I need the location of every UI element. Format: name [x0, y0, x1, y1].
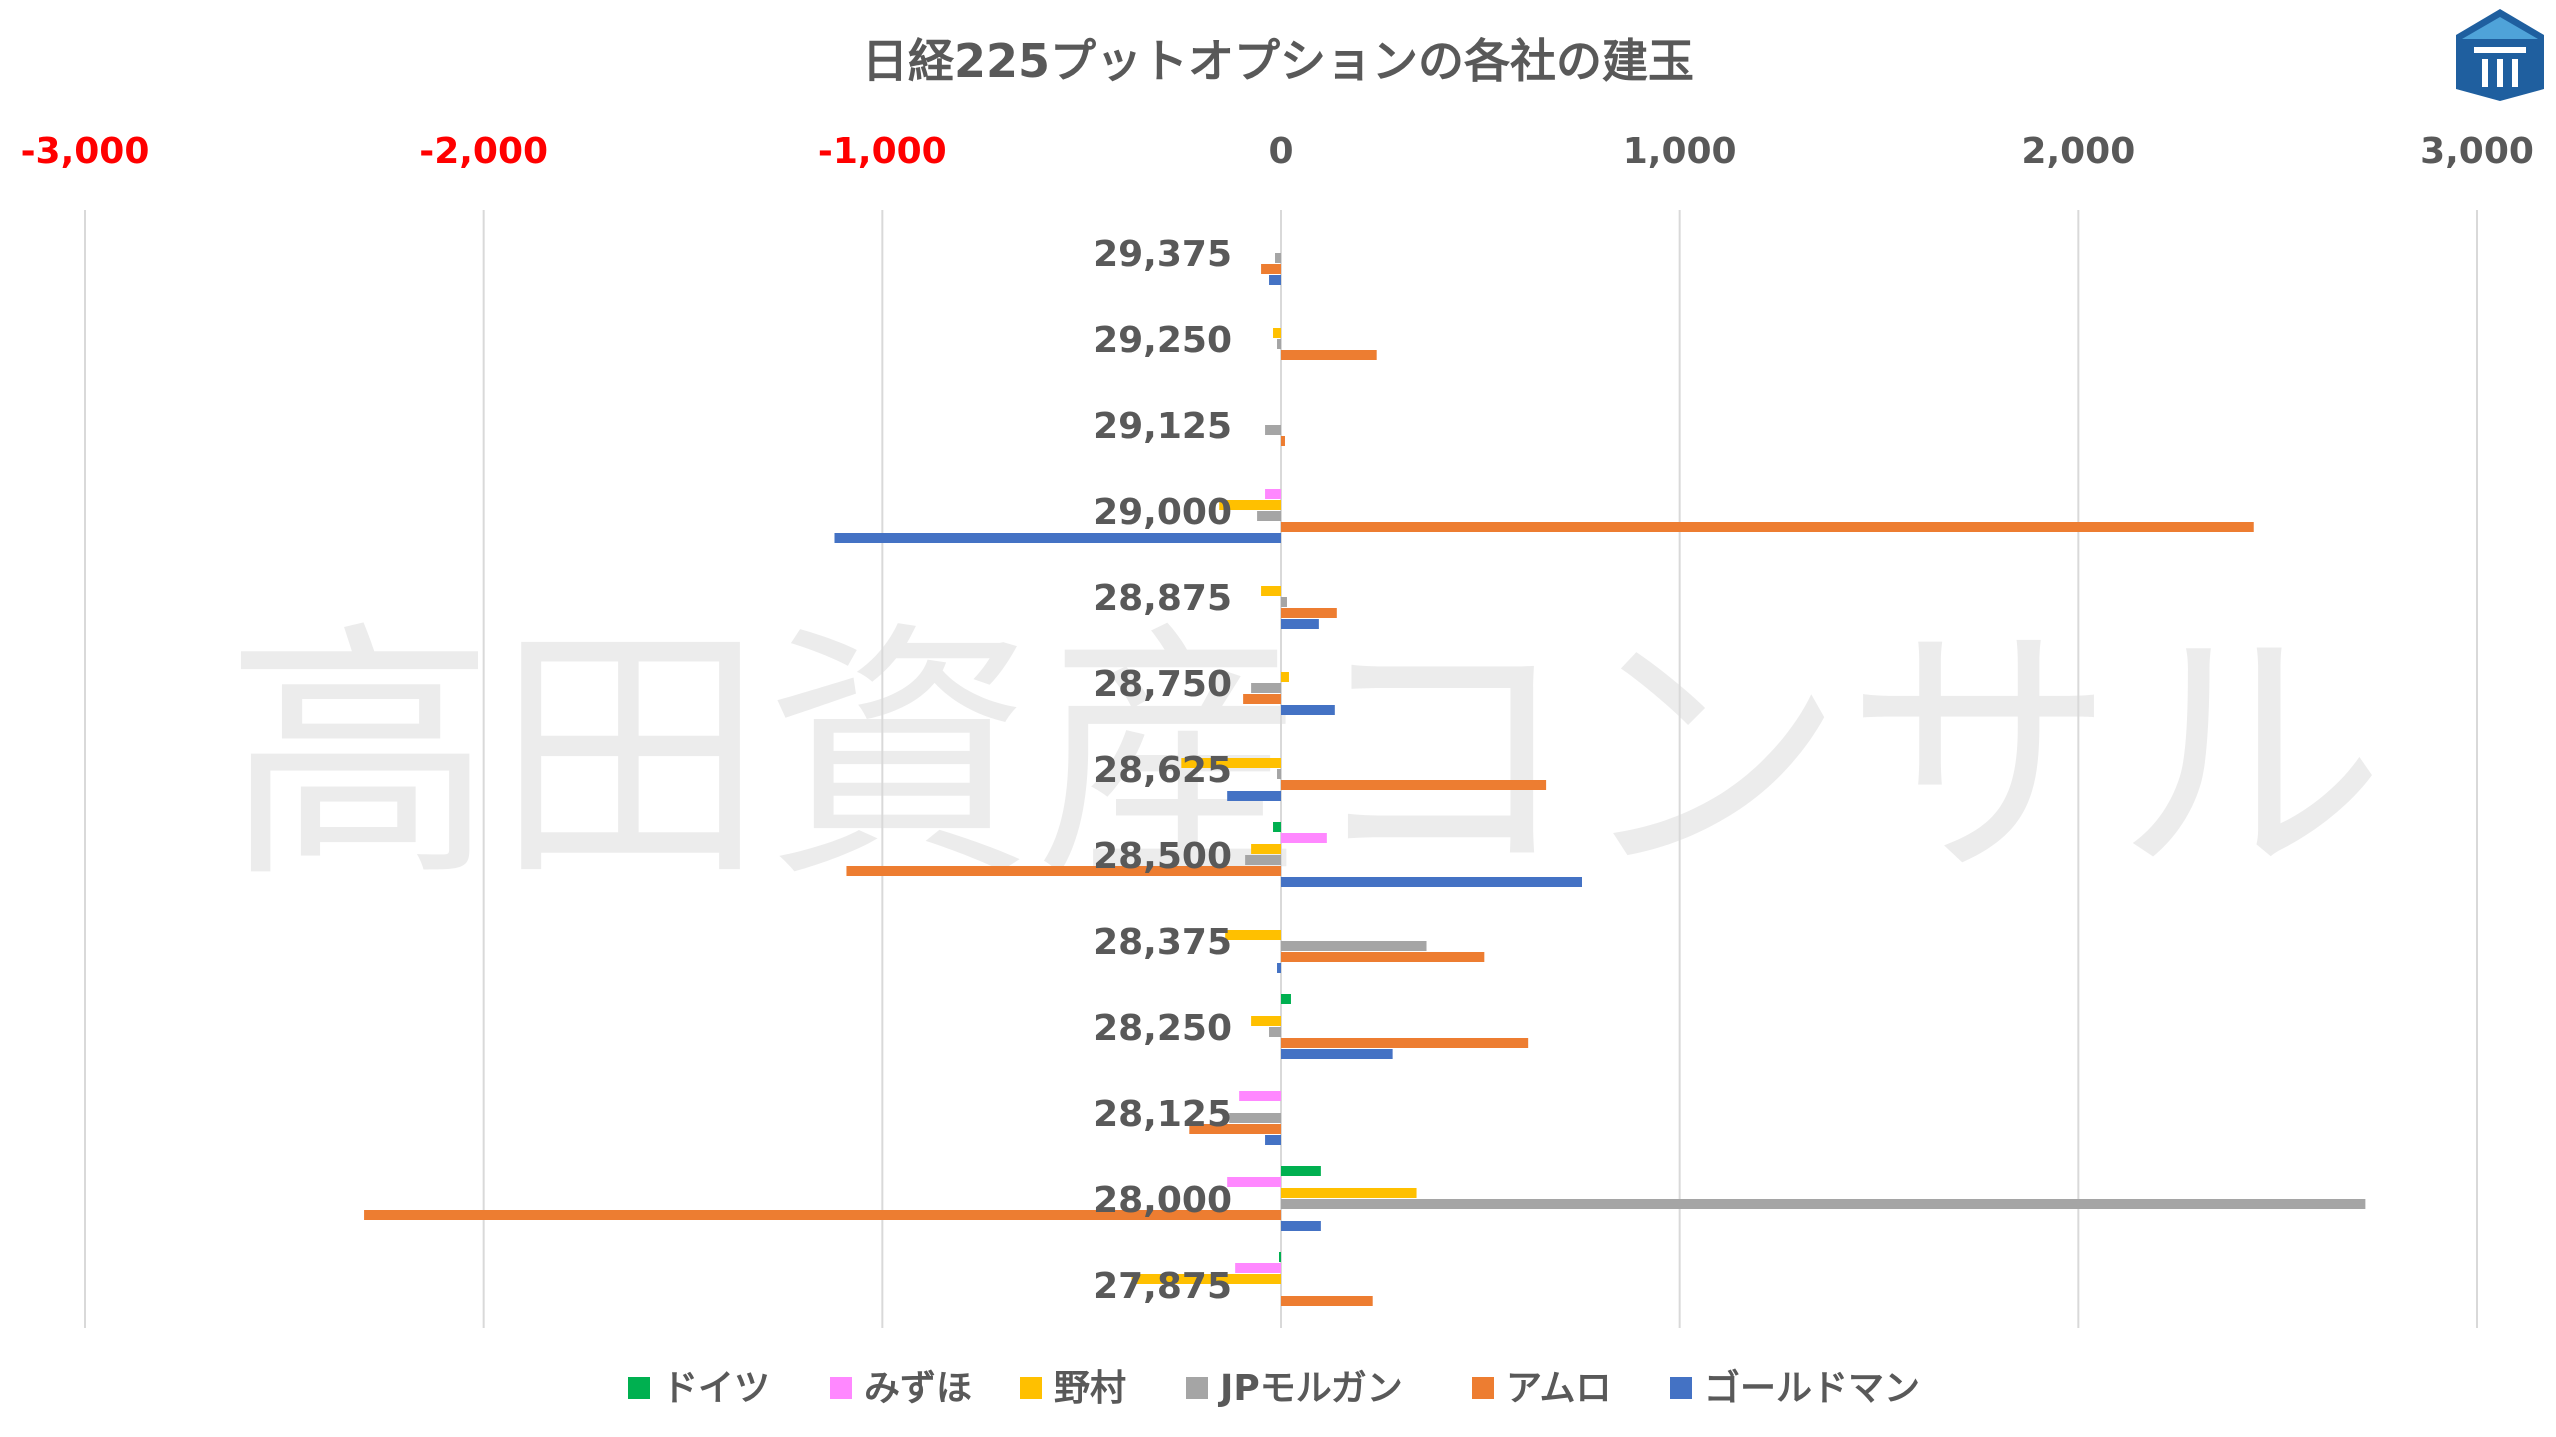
x-tick-label: 1,000 — [1623, 131, 1737, 172]
legend-label: JPモルガン — [1217, 1368, 1403, 1409]
legend-label: 野村 — [1054, 1368, 1126, 1409]
bar — [1281, 672, 1289, 682]
legend-swatch — [1020, 1377, 1042, 1399]
category-label: 28,500 — [1093, 836, 1232, 877]
category-label: 28,250 — [1093, 1008, 1232, 1049]
bar — [1227, 791, 1281, 801]
bar — [1251, 683, 1281, 693]
legend-swatch — [830, 1377, 852, 1399]
bar — [1251, 844, 1281, 854]
category-label: 28,875 — [1093, 578, 1232, 619]
bar — [846, 866, 1281, 876]
bar — [1281, 1221, 1321, 1231]
bar — [1269, 1027, 1281, 1037]
bar — [1265, 489, 1281, 499]
bar — [1281, 522, 2254, 532]
category-label: 28,000 — [1093, 1180, 1232, 1221]
x-tick-label: -1,000 — [818, 131, 947, 172]
bar — [1269, 275, 1281, 285]
bar — [1261, 586, 1281, 596]
bar — [1281, 877, 1582, 887]
bar — [1281, 833, 1327, 843]
bar — [1281, 436, 1285, 446]
category-label: 29,250 — [1093, 320, 1232, 361]
bar — [1261, 264, 1281, 274]
legend-label: みずほ — [864, 1368, 972, 1409]
bar — [1281, 619, 1319, 629]
bar — [1277, 963, 1281, 973]
legend: ドイツ みずほ 野村 JPモルガン アムロ ゴールドマン — [628, 1367, 1920, 1409]
bar — [1281, 952, 1485, 962]
bar — [1281, 1296, 1373, 1306]
bar — [1281, 780, 1547, 790]
bar — [1281, 1049, 1393, 1059]
y-axis: 29,375 29,250 29,125 29,000 28,875 28,750 28,6… — [1093, 234, 1232, 1307]
legend-swatch — [1472, 1377, 1494, 1399]
category-label: 29,000 — [1093, 492, 1232, 533]
bar — [1281, 705, 1335, 715]
bar — [1281, 941, 1427, 951]
x-axis: -3,000 -2,000 -1,000 0 1,000 2,000 3,000 — [21, 131, 2534, 172]
bar — [1281, 1038, 1529, 1048]
bars — [364, 253, 2366, 1306]
bar — [1243, 694, 1281, 704]
bar — [1275, 253, 1281, 263]
bar — [1281, 1166, 1321, 1176]
legend-label: アムロ — [1506, 1368, 1611, 1409]
bar — [1281, 994, 1291, 1004]
bar — [1281, 1199, 2366, 1209]
x-tick-label: 2,000 — [2021, 131, 2135, 172]
watermark: 高田資産コンサル — [225, 599, 2385, 914]
bar — [1131, 1274, 1281, 1284]
bar — [834, 533, 1281, 543]
bar — [1189, 1124, 1281, 1134]
bar — [1181, 758, 1281, 768]
category-label: 28,750 — [1093, 664, 1232, 705]
legend-label: ドイツ — [662, 1368, 770, 1409]
bar — [1227, 1177, 1281, 1187]
bar — [1235, 1263, 1281, 1273]
x-tick-label: 0 — [1268, 131, 1293, 172]
bar — [1281, 608, 1337, 618]
bar — [1257, 511, 1281, 521]
bar — [1273, 822, 1281, 832]
bar — [364, 1210, 1282, 1220]
chart-title: 日経225プットオプションの各社の建玉 — [862, 34, 1694, 88]
bar — [1277, 339, 1281, 349]
bar — [1279, 1252, 1281, 1262]
category-label: 29,375 — [1093, 234, 1232, 275]
bar — [1281, 597, 1287, 607]
category-label: 28,125 — [1093, 1094, 1232, 1135]
category-label: 29,125 — [1093, 406, 1232, 447]
bar — [1265, 1135, 1281, 1145]
bar — [1265, 425, 1281, 435]
bar — [1229, 1113, 1281, 1123]
x-tick-label: 3,000 — [2420, 131, 2534, 172]
bar — [1281, 1188, 1417, 1198]
x-tick-label: -3,000 — [21, 131, 150, 172]
legend-swatch — [628, 1377, 650, 1399]
bar — [1225, 930, 1281, 940]
category-label: 28,625 — [1093, 750, 1232, 791]
bar — [1251, 1016, 1281, 1026]
category-label: 27,875 — [1093, 1266, 1232, 1307]
bar — [1239, 1091, 1281, 1101]
bar — [1245, 855, 1281, 865]
x-tick-label: -2,000 — [419, 131, 548, 172]
bar — [1277, 769, 1281, 779]
legend-swatch — [1186, 1377, 1208, 1399]
category-label: 28,375 — [1093, 922, 1232, 963]
bar — [1281, 350, 1377, 360]
bar — [1219, 500, 1281, 510]
bar — [1273, 328, 1281, 338]
legend-swatch — [1670, 1377, 1692, 1399]
legend-label: ゴールドマン — [1704, 1367, 1920, 1409]
logo-icon — [2456, 9, 2544, 101]
